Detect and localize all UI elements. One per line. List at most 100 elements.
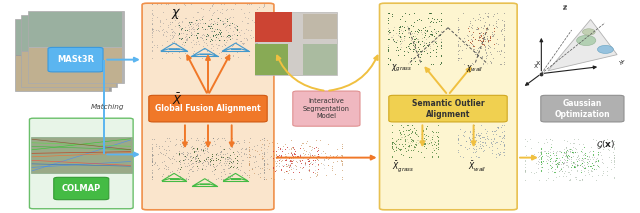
Point [205, 7, 215, 10]
Point [223, 158, 233, 161]
Point [602, 138, 612, 141]
Point [192, 153, 202, 157]
Point [301, 155, 312, 158]
Point [481, 131, 491, 134]
Point [543, 149, 553, 152]
Point [556, 167, 566, 170]
Point [593, 153, 604, 156]
Point [221, 48, 231, 52]
Point [215, 28, 225, 32]
Point [147, 168, 157, 172]
Point [184, 29, 195, 33]
Point [396, 123, 406, 126]
Point [409, 39, 419, 43]
Point [547, 161, 557, 164]
Point [186, 33, 196, 36]
Point [298, 165, 308, 168]
Point [421, 137, 431, 141]
Point [287, 157, 298, 160]
Point [387, 140, 397, 143]
Point [290, 153, 300, 156]
Point [239, 141, 249, 144]
Point [272, 160, 282, 163]
Point [225, 56, 235, 59]
Point [184, 174, 194, 177]
Point [392, 33, 403, 36]
Point [217, 7, 227, 10]
Point [417, 36, 427, 40]
Point [428, 20, 438, 24]
Point [283, 151, 293, 154]
Point [200, 27, 211, 31]
Point [433, 142, 443, 145]
Point [239, 138, 250, 141]
Point [150, 161, 160, 165]
Text: Z: Z [563, 6, 566, 11]
Point [259, 164, 269, 167]
Point [551, 159, 561, 162]
Point [286, 151, 296, 155]
Point [536, 147, 546, 150]
FancyBboxPatch shape [54, 177, 109, 200]
Point [225, 156, 235, 160]
Point [223, 166, 234, 170]
Point [203, 25, 213, 28]
Point [209, 169, 220, 172]
Point [220, 16, 230, 20]
Point [283, 156, 293, 159]
Point [468, 44, 478, 48]
Point [453, 40, 463, 43]
Point [291, 167, 301, 170]
Point [281, 163, 291, 166]
Point [163, 155, 173, 158]
Point [400, 146, 410, 149]
Point [189, 27, 200, 30]
Point [259, 168, 269, 171]
Point [287, 146, 297, 149]
Point [465, 41, 476, 45]
Point [383, 47, 394, 50]
Point [420, 29, 431, 33]
Point [215, 10, 225, 13]
Point [473, 133, 483, 137]
Point [499, 144, 509, 147]
Point [557, 169, 567, 172]
Point [536, 149, 547, 153]
Point [304, 158, 314, 162]
Point [148, 13, 158, 16]
Point [323, 157, 333, 161]
Point [398, 130, 408, 133]
Point [486, 61, 497, 65]
Point [561, 150, 572, 153]
Point [237, 158, 247, 161]
Point [213, 137, 223, 140]
Point [259, 161, 269, 165]
Point [198, 44, 208, 47]
Point [271, 153, 282, 156]
Point [257, 157, 267, 160]
Point [387, 123, 397, 126]
Point [472, 38, 483, 41]
Point [392, 138, 403, 141]
Point [560, 158, 570, 162]
Point [465, 142, 475, 145]
Text: Matching: Matching [91, 104, 124, 109]
Point [207, 3, 218, 6]
Point [181, 34, 191, 37]
Point [184, 168, 194, 171]
Point [609, 147, 620, 151]
Point [495, 139, 506, 143]
Point [485, 34, 495, 37]
Point [186, 147, 196, 151]
Point [323, 163, 333, 167]
Point [545, 157, 556, 161]
Point [223, 175, 233, 178]
Point [453, 43, 463, 46]
Point [221, 9, 231, 12]
Point [311, 138, 321, 141]
Point [429, 18, 439, 21]
Point [482, 37, 492, 40]
Point [303, 162, 314, 165]
Point [226, 7, 236, 10]
Point [554, 169, 564, 173]
